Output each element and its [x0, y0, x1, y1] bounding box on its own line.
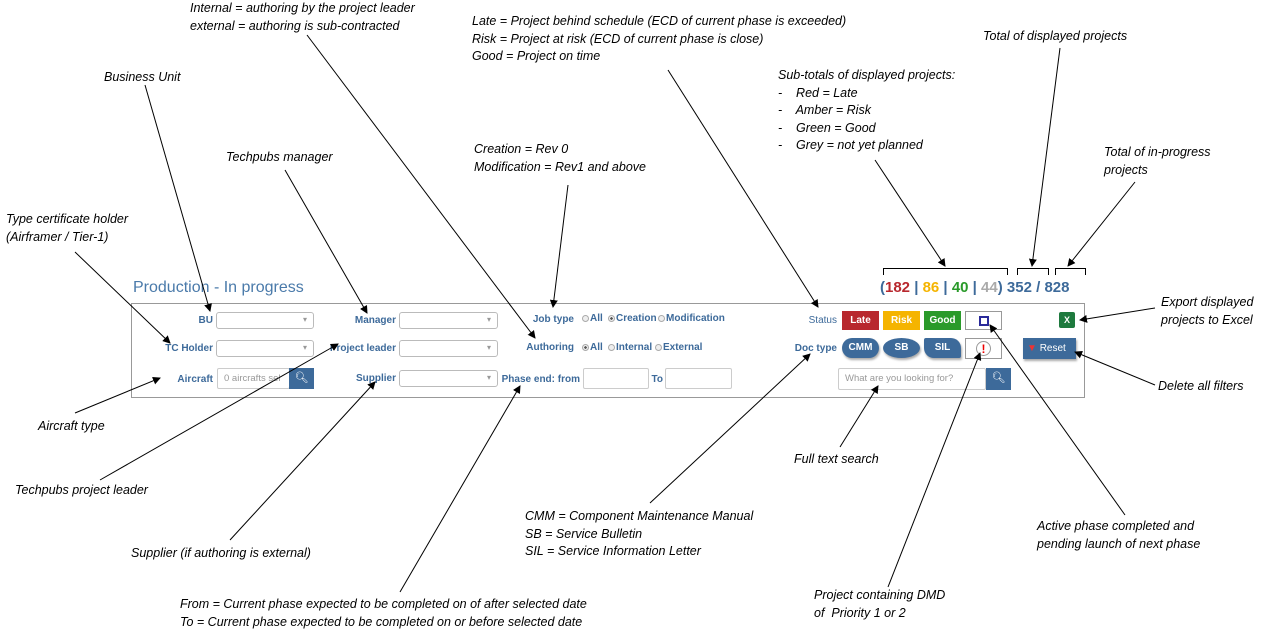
- aircraft-search-button[interactable]: 🔍︎: [289, 368, 314, 389]
- annotation-supplier: Supplier (if authoring is external): [131, 546, 311, 560]
- page-title: Production - In progress: [133, 279, 304, 296]
- reset-button[interactable]: ▼ Reset: [1023, 338, 1076, 359]
- tc-holder-select[interactable]: [216, 340, 314, 357]
- count-good: 40: [951, 279, 969, 296]
- annotation-tc-holder: Type certificate holder (Airframer / Tie…: [6, 212, 129, 244]
- search-icon: 🔍︎: [991, 372, 1006, 384]
- annotation-aircraft: Aircraft type: [38, 419, 105, 433]
- count-late: 182: [885, 279, 911, 296]
- annotation-authoring: Internal = authoring by the project lead…: [190, 1, 415, 33]
- authoring-internal[interactable]: Internal: [608, 342, 652, 353]
- annotation-project-leader: Techpubs project leader: [15, 483, 148, 497]
- job-type-all[interactable]: All: [582, 313, 603, 324]
- job-type-modification[interactable]: Modification: [658, 313, 725, 324]
- count-unplanned: 44: [981, 279, 998, 296]
- count-risk: 86: [922, 279, 940, 296]
- bracket-displayed: [1017, 268, 1049, 275]
- manager-select[interactable]: [399, 312, 498, 329]
- doc-cmm-button[interactable]: CMM: [842, 338, 879, 358]
- project-counts: (182 | 86 | 40 | 44) 352 / 828: [880, 279, 1070, 296]
- phase-from-label: Phase end: from: [501, 374, 580, 385]
- bracket-subtotals: [883, 268, 1008, 275]
- phase-to-label: To: [651, 374, 663, 385]
- status-late-button[interactable]: Late: [842, 311, 879, 330]
- bracket-in-progress: [1055, 268, 1086, 275]
- job-type-creation[interactable]: Creation: [608, 313, 657, 324]
- bu-select[interactable]: [216, 312, 314, 329]
- square-icon: [978, 316, 989, 326]
- excel-export-icon[interactable]: X: [1059, 312, 1075, 328]
- status-risk-button[interactable]: Risk: [883, 311, 920, 330]
- count-in-progress: 828: [1044, 279, 1070, 296]
- dmd-priority-button[interactable]: !: [965, 338, 1002, 359]
- annotation-search: Full text search: [794, 452, 879, 466]
- project-leader-select[interactable]: [399, 340, 498, 357]
- annotation-active-phase: Active phase completed and pending launc…: [1037, 519, 1201, 551]
- authoring-external[interactable]: External: [655, 342, 702, 353]
- aircraft-input[interactable]: 0 aircrafts sel: [217, 368, 290, 389]
- annotation-total-displayed: Total of displayed projects: [983, 29, 1128, 43]
- count-displayed: 352: [1006, 279, 1032, 296]
- authoring-all[interactable]: All: [582, 342, 603, 353]
- annotation-in-progress: Total of in-progress projects: [1104, 145, 1211, 177]
- annotation-reset: Delete all filters: [1158, 379, 1244, 393]
- filter-clear-icon: ▼: [1027, 343, 1037, 354]
- annotation-subtotals: Sub-totals of displayed projects: - Red …: [778, 68, 956, 152]
- annotation-export: Export displayed projects to Excel: [1161, 295, 1254, 327]
- annotation-doc-type: CMM = Component Maintenance Manual SB = …: [525, 509, 754, 558]
- phase-from-input[interactable]: [583, 368, 649, 389]
- search-button[interactable]: 🔍︎: [986, 368, 1011, 390]
- status-label: Status: [808, 315, 837, 326]
- annotation-bu: Business Unit: [104, 70, 181, 84]
- project-leader-label: Project leader: [329, 343, 396, 354]
- aircraft-label: Aircraft: [177, 374, 213, 385]
- annotation-job-type: Creation = Rev 0 Modification = Rev1 and…: [474, 142, 646, 174]
- status-phase-completed-button[interactable]: [965, 311, 1002, 330]
- status-good-button[interactable]: Good: [924, 311, 961, 330]
- doc-sil-button[interactable]: SIL: [924, 338, 961, 358]
- tc-holder-label: TC Holder: [165, 343, 213, 354]
- phase-to-input[interactable]: [665, 368, 732, 389]
- annotation-phase-end: From = Current phase expected to be comp…: [180, 597, 587, 629]
- exclamation-circle-icon: !: [976, 341, 991, 356]
- search-icon: 🔍︎: [294, 372, 309, 384]
- search-input[interactable]: What are you looking for?: [838, 368, 986, 390]
- manager-label: Manager: [354, 315, 396, 326]
- job-type-label: Job type: [532, 314, 574, 325]
- annotation-dmd: Project containing DMD of Priority 1 or …: [814, 588, 946, 620]
- annotation-status: Late = Project behind schedule (ECD of c…: [472, 14, 847, 63]
- supplier-select[interactable]: [399, 370, 498, 387]
- doc-sb-button[interactable]: SB: [883, 338, 920, 358]
- authoring-label: Authoring: [526, 342, 574, 353]
- bu-label: BU: [198, 315, 213, 326]
- supplier-label: Supplier: [355, 373, 396, 384]
- doc-type-label: Doc type: [794, 343, 837, 354]
- annotation-manager: Techpubs manager: [226, 150, 333, 164]
